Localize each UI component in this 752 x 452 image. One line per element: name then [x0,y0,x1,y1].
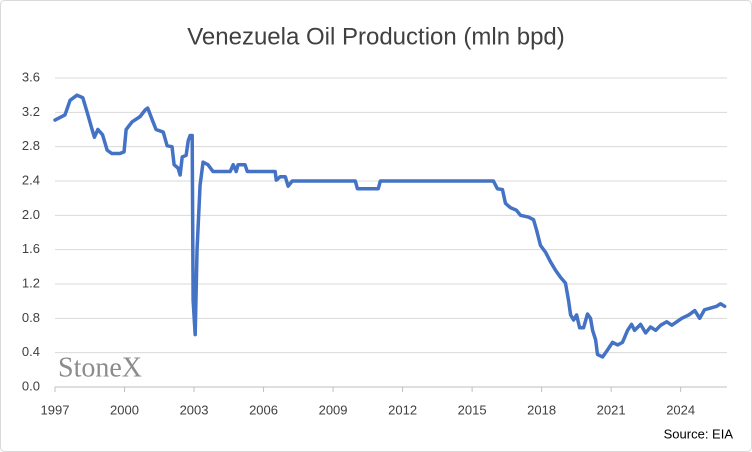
x-tick-label: 2006 [249,402,278,417]
y-tick-label: 2.4 [22,172,40,187]
x-tick-label: 2015 [458,402,487,417]
x-tick-label: 1997 [41,402,70,417]
y-tick-label: 2.8 [22,138,40,153]
x-tick-label: 2024 [666,402,695,417]
y-tick-label: 1.6 [22,241,40,256]
y-tick-label: 1.2 [22,275,40,290]
y-tick-label: 0.4 [22,344,40,359]
x-tick-label: 2021 [597,402,626,417]
x-tick-label: 2009 [319,402,348,417]
y-tick-label: 0.8 [22,310,40,325]
source-note: Source: EIA [664,426,734,441]
x-tick-label: 2000 [110,402,139,417]
chart-title: Venezuela Oil Production (mln bpd) [187,23,565,50]
data-line [53,93,727,359]
y-tick-label: 3.6 [22,69,40,84]
x-tick-label: 2012 [388,402,417,417]
y-tick-label: 2.0 [22,207,40,222]
x-tick-label: 2003 [180,402,209,417]
y-tick-label: 3.2 [22,104,40,119]
y-tick-label: 0.0 [22,378,40,393]
x-tick-label: 2018 [527,402,556,417]
watermark: StoneX [58,352,142,383]
